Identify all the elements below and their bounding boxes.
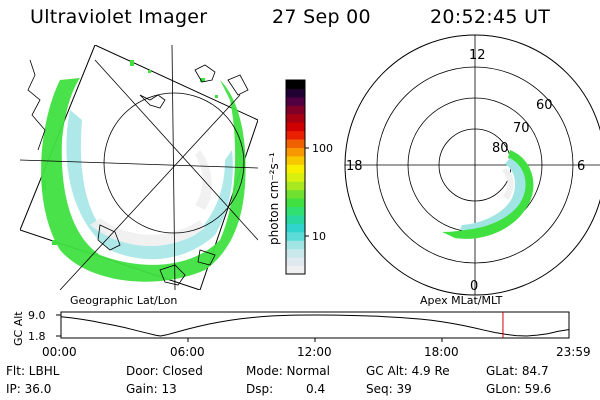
title-bar: Ultraviolet Imager 27 Sep 00 20:52:45 UT <box>0 0 600 32</box>
colorbar-cell <box>286 248 305 258</box>
info-door: Door: Closed <box>126 364 203 378</box>
info-gcalt: GC Alt: 4.9 Re <box>366 364 450 378</box>
geographic-caption: Geographic Lat/Lon <box>70 294 177 307</box>
mlt-0: 0 <box>470 279 478 294</box>
alt-tick-high: 9.0 <box>28 309 46 322</box>
info-glat: GLat: 84.7 <box>486 364 549 378</box>
colorbar-cell <box>286 147 305 157</box>
info-gain: Gain: 13 <box>126 382 177 396</box>
colorbar-cell <box>286 265 305 275</box>
colorbar-cell <box>286 189 305 199</box>
colorbar-cell <box>286 181 305 191</box>
altitude-plot: 9.0 1.8 GC Alt 00:00 06:00 12:00 18:00 2… <box>12 309 591 359</box>
aurora-band-geo <box>41 78 246 282</box>
mlt-18: 18 <box>346 159 363 174</box>
colorbar-cell <box>286 122 305 132</box>
colorbar-cell <box>286 206 305 216</box>
alt-tick-low: 1.8 <box>28 330 46 343</box>
colorbar-cell <box>286 223 305 233</box>
colorbar-unit: photon cm⁻²s⁻¹ <box>267 152 281 245</box>
colorbar-cell <box>286 139 305 148</box>
info-ip: IP: 36.0 <box>6 382 52 396</box>
colorbar-cell <box>286 240 305 250</box>
colorbar-cell <box>286 257 305 267</box>
colorbar-tick-100: 100 <box>312 142 333 155</box>
colorbar-cell <box>286 172 305 182</box>
info-flt: Flt: LBHL <box>6 364 60 378</box>
mlt-12: 12 <box>469 48 486 63</box>
orbit-altitude-line <box>61 314 569 337</box>
instrument-title: Ultraviolet Imager <box>30 6 208 28</box>
colorbar-cell <box>286 164 305 174</box>
info-seq: Seq: 39 <box>366 382 412 396</box>
mlt-6: 6 <box>577 159 585 174</box>
colorbar-cell <box>286 155 305 165</box>
colorbar-cell <box>286 113 305 123</box>
colorbar: 100 10 photon cm⁻²s⁻¹ <box>267 79 333 275</box>
lat-circle <box>103 92 245 234</box>
info-dsp: Dsp: <box>246 382 274 396</box>
info-mode: Mode: Normal <box>246 364 330 378</box>
x-tick-2359: 23:59 <box>556 345 591 359</box>
x-tick-0000: 00:00 <box>42 345 77 359</box>
colorbar-tick-10: 10 <box>312 230 326 243</box>
date-label: 27 Sep 00 <box>272 6 371 28</box>
x-tick-1800: 18:00 <box>424 345 459 359</box>
colorbar-cell <box>286 214 305 224</box>
colorbar-cell <box>286 198 305 208</box>
colorbar-cell <box>286 130 305 140</box>
colorbar-cell <box>286 231 305 241</box>
apex-caption: Apex MLat/MLT <box>420 294 503 307</box>
mlat-60: 60 <box>536 98 553 113</box>
info-dsp-value: 0.4 <box>306 382 326 396</box>
aurora-oval-mag <box>442 150 534 239</box>
x-tick-1200: 12:00 <box>297 345 332 359</box>
alt-ylabel: GC Alt <box>12 311 25 346</box>
colorbar-cell <box>286 88 305 98</box>
mlat-70: 70 <box>513 121 530 136</box>
polar-plot: 12 18 6 0 60 70 80 <box>344 34 600 296</box>
info-glon: GLon: 59.6 <box>486 382 552 396</box>
time-label: 20:52:45 UT <box>430 6 551 28</box>
coastlines <box>27 59 249 286</box>
colorbar-cell <box>286 96 305 106</box>
colorbar-cell <box>286 105 305 115</box>
x-tick-0600: 06:00 <box>170 345 205 359</box>
colorbar-cell <box>286 80 305 89</box>
mlat-80: 80 <box>492 141 509 156</box>
geographic-map <box>20 45 258 290</box>
